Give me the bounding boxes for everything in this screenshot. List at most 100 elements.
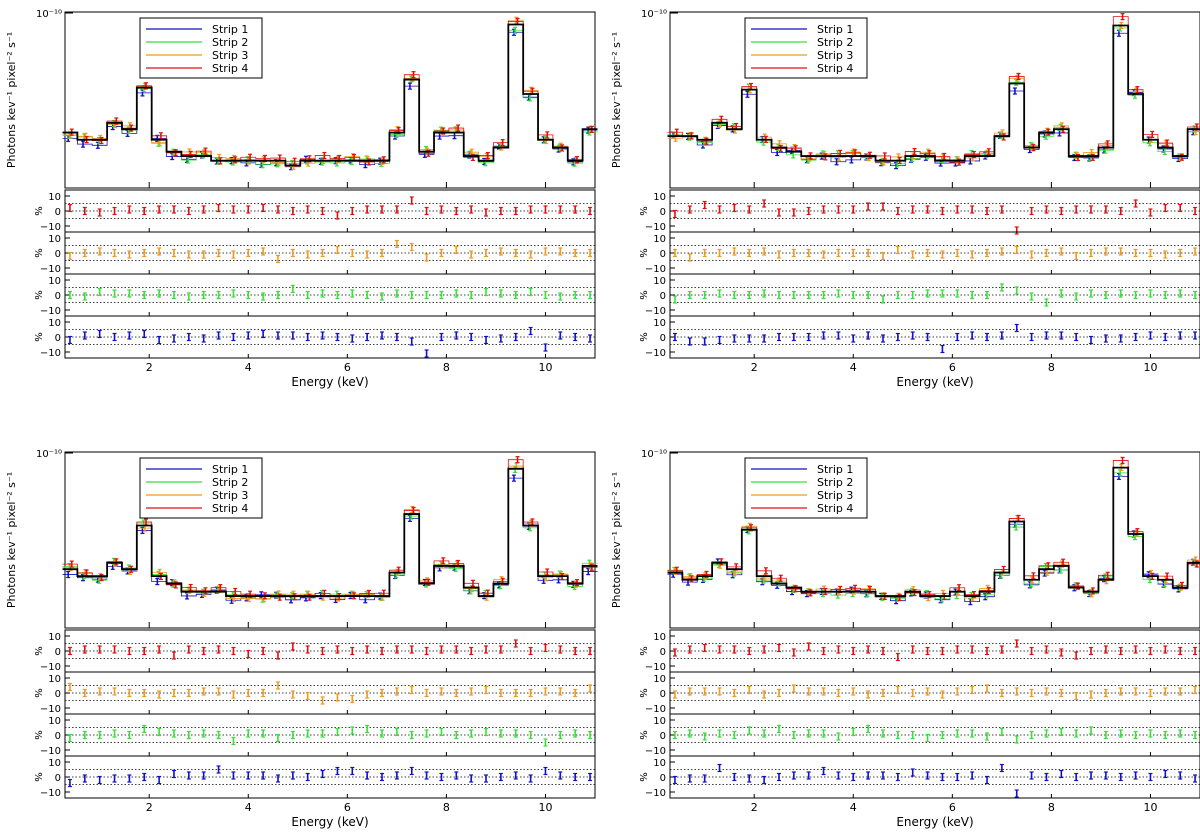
- residual-tick-label: 0: [660, 207, 666, 218]
- main-plot-frame: [64, 11, 596, 189]
- main-plot-frame: [669, 451, 1200, 629]
- residual-tick-label: 10: [48, 192, 61, 203]
- residual-tick-label: 0: [55, 647, 61, 658]
- residual-tick-label: −10: [40, 746, 61, 757]
- residual-tick-label: 10: [48, 318, 61, 329]
- legend-label-3: Strip 3: [817, 489, 853, 502]
- residual-ylabel: %: [637, 206, 648, 216]
- residual-panel-strip-4: 10 0 −10%: [637, 189, 1200, 235]
- residual-tick-label: −10: [645, 222, 666, 233]
- residual-tick-label: 0: [660, 689, 666, 700]
- legend-label-4: Strip 4: [817, 502, 853, 515]
- x-axis-label: Energy (keV): [291, 375, 368, 389]
- x-tick-label: 4: [850, 361, 857, 374]
- legend-label-4: Strip 4: [817, 62, 853, 75]
- model-step-line: [62, 467, 598, 597]
- legend-label-2: Strip 2: [817, 476, 853, 489]
- residual-ylabel: %: [32, 688, 43, 698]
- x-tick-label: 4: [850, 801, 857, 814]
- residual-tick-label: 10: [48, 716, 61, 727]
- residual-tick-label: −10: [40, 704, 61, 715]
- residual-tick-label: −10: [645, 306, 666, 317]
- x-tick-label: 8: [1048, 801, 1055, 814]
- residual-ylabel: %: [637, 688, 648, 698]
- residual-ylabel: %: [637, 730, 648, 740]
- y-axis-label: Photons kev⁻¹ pixel⁻² s⁻¹: [5, 472, 18, 608]
- legend-label-1: Strip 1: [212, 463, 248, 476]
- x-tick-label: 6: [949, 361, 956, 374]
- x-tick-label: 4: [245, 801, 252, 814]
- residual-panel-strip-2: 10 0 −10%: [637, 273, 1200, 317]
- residual-panel-strip-4: 10 0 −10%: [32, 189, 596, 233]
- residual-ylabel: %: [637, 332, 648, 342]
- residual-panel-strip-3: 10 0 −10%: [637, 231, 1200, 275]
- residual-tick-label: 10: [48, 758, 61, 769]
- residual-tick-label: −10: [40, 662, 61, 673]
- residual-tick-label: 10: [653, 716, 666, 727]
- residual-tick-label: 0: [55, 249, 61, 260]
- residual-panel-strip-3: 10 0 −10%: [32, 231, 596, 275]
- x-tick-label: 8: [1048, 361, 1055, 374]
- residual-ylabel: %: [32, 646, 43, 656]
- residual-panel-strip-4: 10 0 −10%: [32, 629, 596, 673]
- residual-tick-label: 10: [653, 758, 666, 769]
- residual-tick-label: 0: [55, 291, 61, 302]
- x-tick-label: 6: [949, 801, 956, 814]
- residual-tick-label: 10: [653, 192, 666, 203]
- legend-label-2: Strip 2: [212, 36, 248, 49]
- x-tick-label: 2: [146, 801, 153, 814]
- residual-panel-strip-2: 10 0 −10%: [637, 713, 1200, 757]
- residual-tick-label: 0: [55, 773, 61, 784]
- residual-tick-label: −10: [645, 662, 666, 673]
- legend-label-1: Strip 1: [212, 23, 248, 36]
- y-tick-label: 10⁻¹⁰: [641, 449, 667, 460]
- legend-label-3: Strip 3: [212, 49, 248, 62]
- x-tick-label: 6: [344, 361, 351, 374]
- residual-tick-label: 0: [660, 773, 666, 784]
- legend-label-1: Strip 1: [817, 23, 853, 36]
- x-tick-label: 2: [146, 361, 153, 374]
- residual-tick-label: 0: [55, 333, 61, 344]
- x-tick-label: 6: [344, 801, 351, 814]
- residual-ylabel: %: [32, 332, 43, 342]
- residual-ylabel: %: [637, 772, 648, 782]
- residual-tick-label: −10: [40, 306, 61, 317]
- x-tick-label: 10: [538, 801, 552, 814]
- y-axis-label: Photons kev⁻¹ pixel⁻² s⁻¹: [610, 32, 623, 168]
- residual-tick-label: 0: [55, 689, 61, 700]
- residual-tick-label: 0: [660, 291, 666, 302]
- residual-panel-strip-2: 10 0 −10%: [32, 273, 596, 317]
- residual-tick-label: −10: [645, 348, 666, 359]
- y-tick-label: 10⁻¹⁰: [36, 449, 62, 460]
- residual-ylabel: %: [32, 206, 43, 216]
- x-tick-label: 8: [443, 361, 450, 374]
- x-axis-label: Energy (keV): [896, 815, 973, 829]
- residual-tick-label: 0: [55, 207, 61, 218]
- x-tick-label: 10: [538, 361, 552, 374]
- x-tick-label: 2: [751, 361, 758, 374]
- residual-tick-label: 10: [653, 318, 666, 329]
- residual-tick-label: −10: [645, 264, 666, 275]
- residual-ylabel: %: [32, 730, 43, 740]
- residual-tick-label: 10: [653, 234, 666, 245]
- residual-panel-strip-2: 10 0 −10%: [32, 713, 596, 757]
- residual-ylabel: %: [32, 248, 43, 258]
- model-step-line: [667, 466, 1200, 597]
- residual-ylabel: %: [32, 772, 43, 782]
- legend-label-3: Strip 3: [817, 49, 853, 62]
- main-plot-frame: [64, 451, 596, 629]
- residual-ylabel: %: [637, 646, 648, 656]
- y-tick-label: 10⁻¹⁰: [36, 9, 62, 20]
- x-tick-label: 10: [1143, 361, 1157, 374]
- residual-panel-strip-4: 10 0 −10%: [637, 629, 1200, 673]
- x-tick-label: 8: [443, 801, 450, 814]
- residual-tick-label: 10: [653, 632, 666, 643]
- residual-tick-label: −10: [645, 746, 666, 757]
- residual-panel-strip-1: 10 0 −10%: [32, 755, 596, 799]
- y-axis-label: Photons kev⁻¹ pixel⁻² s⁻¹: [5, 32, 18, 168]
